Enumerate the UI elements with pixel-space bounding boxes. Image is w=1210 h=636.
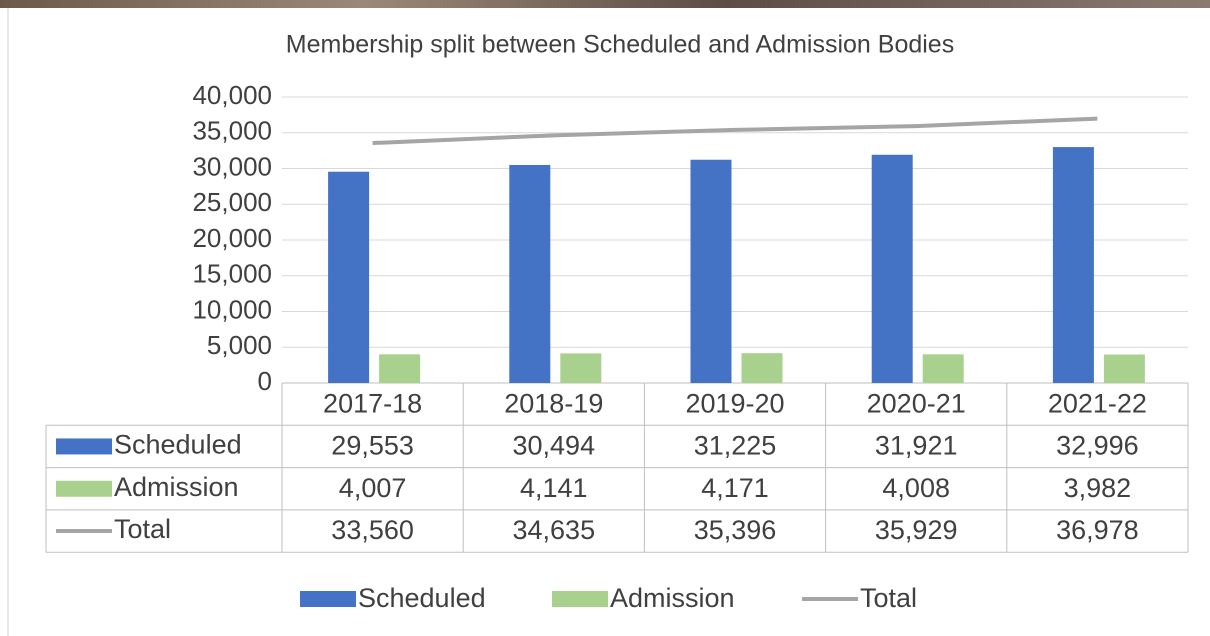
y-tick-label: 25,000 xyxy=(192,187,272,217)
bar xyxy=(922,354,964,383)
bar xyxy=(379,354,421,383)
table-cell: 35,929 xyxy=(875,515,958,545)
table-cell: 4,007 xyxy=(339,473,407,503)
legend-label: Total xyxy=(860,583,917,613)
x-tick-label: 2020-21 xyxy=(867,388,966,418)
table-cell: 4,008 xyxy=(882,473,950,503)
table-cell: 31,225 xyxy=(694,431,777,461)
line xyxy=(372,116,1098,146)
x-tick-label: 2019-20 xyxy=(685,388,784,418)
bar xyxy=(871,154,913,383)
table-cell: 31,921 xyxy=(875,431,958,461)
table-cell: 35,396 xyxy=(694,515,777,545)
bar xyxy=(1052,147,1094,383)
legend-key xyxy=(552,591,608,607)
table-cell: 33,560 xyxy=(331,515,414,545)
bar xyxy=(741,353,783,383)
legend-label: Admission xyxy=(610,583,735,613)
table-series-name: Admission xyxy=(114,472,239,502)
y-tick-label: 10,000 xyxy=(192,294,272,324)
table-series-name: Scheduled xyxy=(114,430,242,460)
table-cell: 36,978 xyxy=(1056,515,1139,545)
legend-key xyxy=(300,591,356,607)
legend-label: Scheduled xyxy=(358,583,486,613)
y-tick-label: 35,000 xyxy=(192,116,272,146)
table-cell: 3,982 xyxy=(1064,473,1132,503)
y-tick-label: 30,000 xyxy=(192,151,272,181)
table-cell: 29,553 xyxy=(331,431,414,461)
bar xyxy=(1103,354,1145,383)
table-series-name: Total xyxy=(114,514,171,544)
y-tick-label: 15,000 xyxy=(192,259,272,289)
bar xyxy=(328,171,370,383)
y-tick-label: 0 xyxy=(258,366,272,396)
bar xyxy=(560,353,602,383)
y-tick-label: 20,000 xyxy=(192,223,272,253)
table-legend-key xyxy=(56,480,112,497)
table-cell: 30,494 xyxy=(513,431,596,461)
y-tick-label: 40,000 xyxy=(192,80,272,110)
bar xyxy=(690,159,732,383)
table-cell: 32,996 xyxy=(1056,431,1139,461)
header-photo-strip xyxy=(0,0,1210,8)
y-tick-label: 5,000 xyxy=(207,330,272,360)
table-cell: 34,635 xyxy=(513,515,596,545)
table-legend-key xyxy=(56,438,112,455)
x-tick-label: 2021-22 xyxy=(1048,388,1147,418)
x-tick-label: 2017-18 xyxy=(323,388,422,418)
table-cell: 4,141 xyxy=(520,473,588,503)
table-cell: 4,171 xyxy=(701,473,769,503)
x-tick-label: 2018-19 xyxy=(504,388,603,418)
chart-title: Membership split between Scheduled and A… xyxy=(286,31,954,59)
bar xyxy=(509,164,551,383)
